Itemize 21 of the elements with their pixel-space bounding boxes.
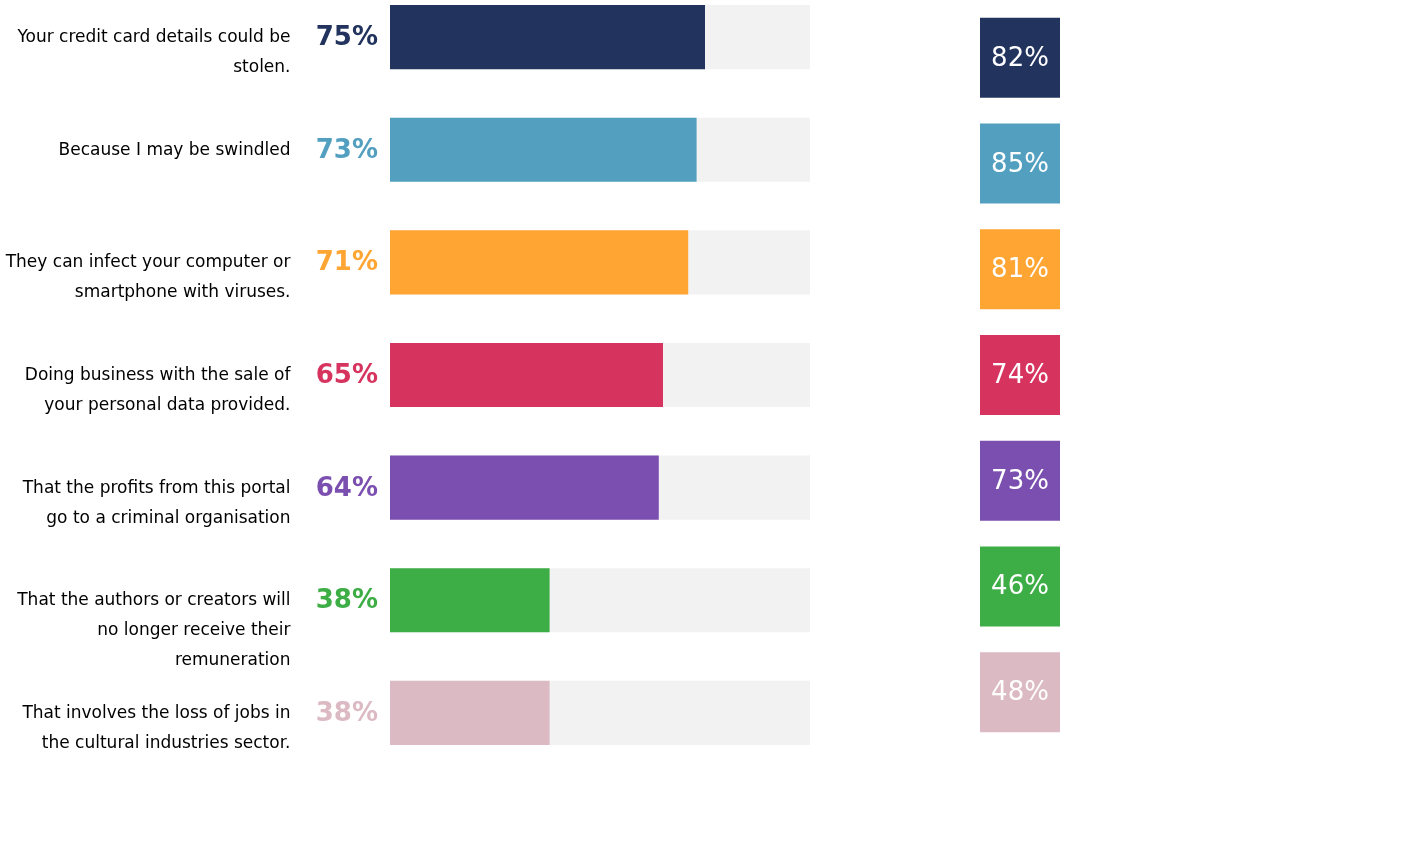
data-label: 64% [315,471,378,502]
data-label: 82% [991,41,1049,72]
data-label: 38% [315,696,378,727]
y-tick-label: Doing business with the sale of your personal data provided. [24,364,292,414]
data-label: 81% [991,253,1049,284]
data-label: 46% [991,570,1049,601]
data-label: 71% [315,246,378,277]
y-tick-label: That the authors or creators will no longer receive their remuneration [16,589,291,670]
data-label: 73% [991,464,1049,495]
data-label: 73% [315,133,378,164]
y-tick-label: Because I may be swindled [58,138,291,159]
data-label: 75% [315,21,378,52]
y-tick-label: Your credit card details could be stolen. [16,26,291,77]
data-label: 85% [991,147,1049,178]
data-label: 74% [991,359,1049,389]
data-label: 65% [315,359,378,389]
y-tick-label: They can infect your computer or smartphone with viruses. [4,251,291,302]
y-tick-label: That the profits from this portal go to a criminal organisation [21,476,291,527]
data-label: 38% [315,584,378,615]
data-label: 48% [991,676,1049,707]
y-tick-label: That involves the loss of jobs in the cultural industries sector. [21,701,291,752]
